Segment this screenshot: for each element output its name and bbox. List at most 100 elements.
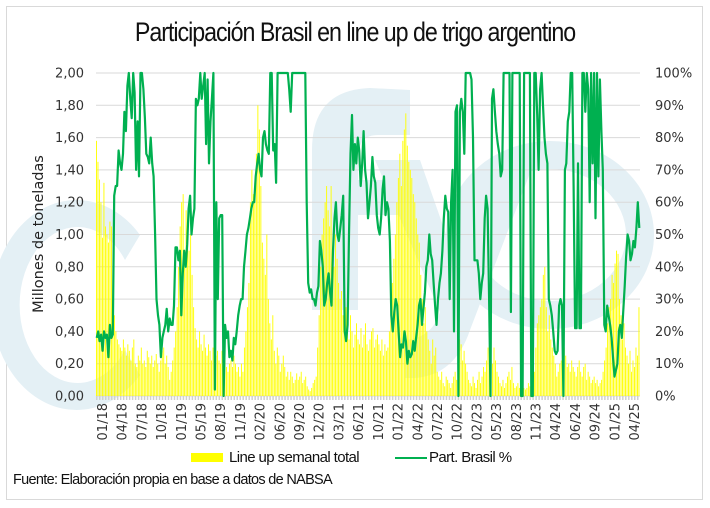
y2-tick-label: 0% — [655, 390, 676, 405]
x-tick-mark — [589, 396, 591, 400]
x-tick-mark — [622, 396, 624, 400]
bar — [388, 331, 390, 396]
bar — [267, 299, 269, 396]
bar — [173, 347, 175, 396]
x-tick-label: 04/25 — [628, 403, 643, 440]
bar — [477, 379, 479, 396]
x-tick-mark — [412, 396, 415, 400]
x-tick-mark — [409, 396, 412, 400]
x-tick-mark — [502, 396, 504, 400]
bar — [103, 182, 105, 396]
bar — [584, 363, 586, 396]
bar — [311, 387, 313, 396]
bar — [581, 376, 583, 396]
bar — [527, 383, 529, 396]
bar — [619, 299, 621, 396]
x-tick-mark — [110, 396, 113, 400]
bar — [321, 234, 323, 396]
legend-label-bar: Line up semanal total — [229, 449, 360, 466]
bar — [363, 334, 365, 396]
bar — [281, 363, 283, 396]
bar — [242, 371, 244, 396]
bar — [505, 383, 507, 396]
bar — [544, 266, 546, 396]
bar — [264, 274, 266, 396]
bar — [110, 226, 112, 396]
bar — [483, 366, 485, 396]
x-tick-mark — [215, 396, 218, 400]
bar — [158, 371, 160, 396]
bar — [148, 357, 150, 396]
x-tick-mark — [424, 396, 427, 400]
x-tick-mark — [338, 396, 340, 400]
x-tick-label: 11/19 — [234, 403, 249, 440]
x-tick-mark — [592, 396, 594, 400]
bar — [314, 379, 316, 396]
x-tick-mark — [173, 396, 176, 400]
bar — [134, 363, 136, 396]
x-tick-mark — [281, 396, 283, 400]
bar — [524, 389, 526, 396]
bar — [293, 383, 295, 396]
y2-tick-label: 50% — [655, 228, 684, 243]
x-tick-mark — [185, 396, 188, 400]
x-tick-mark — [448, 396, 451, 400]
chart-title: Participación Brasil en line up de trigo… — [134, 17, 576, 47]
bar — [345, 307, 347, 396]
y-tick-label: 2,00 — [55, 67, 84, 82]
bar — [628, 363, 629, 396]
bar — [266, 234, 268, 396]
x-tick-mark — [182, 396, 185, 400]
bar — [626, 355, 628, 396]
x-tick-mark — [634, 396, 636, 400]
bar — [197, 347, 199, 396]
x-tick-mark — [376, 396, 379, 400]
bar — [569, 371, 571, 396]
x-tick-mark — [511, 396, 513, 400]
x-tick-mark — [535, 396, 537, 400]
bar — [323, 218, 325, 396]
bar — [157, 363, 159, 396]
x-tick-label: 03/21 — [332, 403, 347, 440]
bar — [498, 376, 499, 396]
bar — [406, 145, 408, 396]
bar — [248, 282, 250, 396]
bar — [635, 347, 637, 396]
line-part-brasil — [95, 71, 641, 398]
bar — [424, 307, 426, 396]
x-tick-mark — [299, 396, 301, 400]
x-tick-mark — [272, 396, 274, 400]
bar — [580, 371, 582, 396]
bar — [390, 307, 392, 396]
x-tick-mark — [559, 396, 561, 400]
bar — [616, 250, 618, 396]
bar — [163, 347, 165, 396]
bar — [412, 194, 414, 396]
bar — [182, 194, 184, 396]
y2-tick-label: 20% — [655, 325, 684, 340]
bar — [273, 350, 275, 396]
x-tick-mark — [296, 396, 298, 400]
x-tick-mark — [583, 396, 585, 400]
x-tick-mark — [373, 396, 376, 400]
bar — [237, 366, 239, 396]
bar — [335, 234, 337, 396]
bar — [617, 253, 619, 396]
bar — [548, 315, 550, 396]
bar — [353, 347, 354, 396]
x-tick-mark — [544, 396, 546, 400]
x-tick-mark — [137, 396, 140, 400]
bar — [414, 202, 416, 396]
bar — [279, 371, 281, 396]
y-tick-label: 1,80 — [55, 99, 84, 114]
x-tick-mark — [496, 396, 499, 400]
bar — [205, 347, 207, 396]
x-tick-mark — [517, 396, 519, 400]
bar — [178, 266, 180, 396]
x-tick-mark — [149, 396, 152, 400]
bar — [526, 387, 528, 396]
bar — [113, 315, 115, 396]
x-tick-mark — [556, 396, 558, 400]
y2-tick-label: 70% — [655, 163, 684, 178]
bar — [333, 266, 335, 396]
